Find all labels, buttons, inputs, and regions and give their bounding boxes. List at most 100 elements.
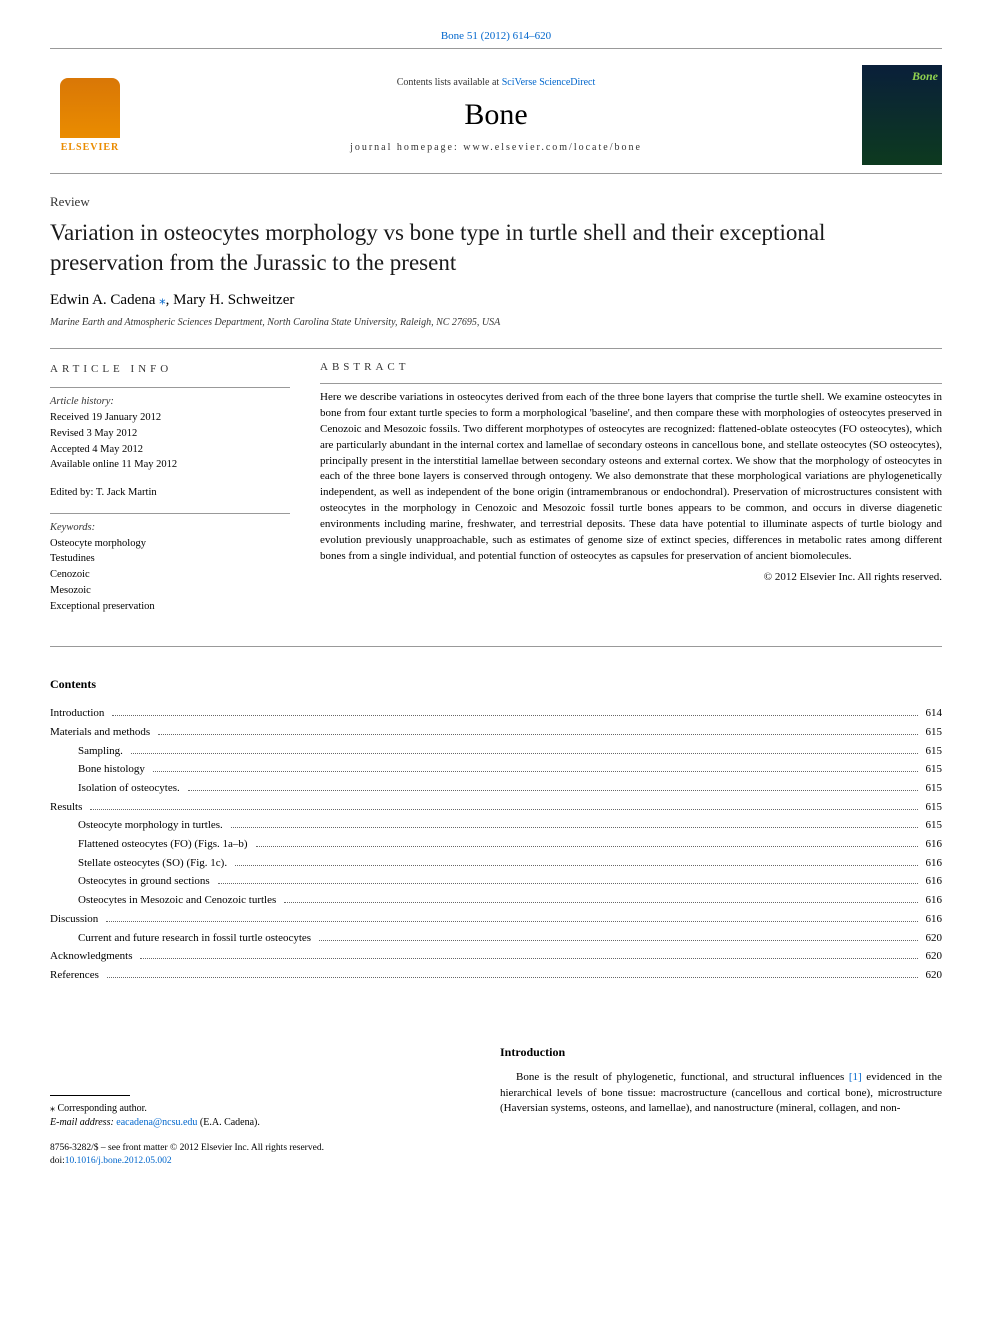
contents-heading: Contents — [50, 677, 942, 692]
online-date: Available online 11 May 2012 — [50, 457, 290, 473]
toc-row[interactable]: Osteocyte morphology in turtles. 615 — [50, 816, 942, 835]
toc-page: 620 — [922, 929, 943, 948]
toc-label: Osteocyte morphology in turtles. — [78, 816, 227, 835]
contents-prefix: Contents lists available at — [397, 77, 502, 88]
toc-label: Osteocytes in Mesozoic and Cenozoic turt… — [78, 891, 280, 910]
email-suffix: (E.A. Cadena). — [197, 1117, 259, 1128]
toc-page: 616 — [922, 872, 943, 891]
journal-cover-thumb[interactable]: Bone — [862, 65, 942, 165]
abstract-copyright: © 2012 Elsevier Inc. All rights reserved… — [320, 571, 942, 583]
toc-dots — [112, 715, 917, 716]
toc-label: References — [50, 966, 103, 985]
toc-label: Osteocytes in ground sections — [78, 872, 214, 891]
toc-row[interactable]: Osteocytes in Mesozoic and Cenozoic turt… — [50, 891, 942, 910]
toc-row[interactable]: Bone histology615 — [50, 760, 942, 779]
toc-row[interactable]: Results615 — [50, 798, 942, 817]
toc-label: Discussion — [50, 910, 102, 929]
toc-page: 615 — [922, 779, 943, 798]
journal-header: ELSEVIER Contents lists available at Sci… — [50, 57, 942, 174]
abstract-text: Here we describe variations in osteocyte… — [320, 390, 942, 565]
toc-page: 616 — [922, 854, 943, 873]
toc-page: 616 — [922, 910, 943, 929]
intro-column: Introduction Bone is the result of phylo… — [500, 1045, 942, 1169]
toc-page: 615 — [922, 798, 943, 817]
article-history: Article history: Received 19 January 201… — [50, 394, 290, 473]
revised-date: Revised 3 May 2012 — [50, 426, 290, 442]
toc-row[interactable]: Stellate osteocytes (SO) (Fig. 1c). 616 — [50, 854, 942, 873]
intro-ref-1[interactable]: [1] — [849, 1071, 862, 1083]
toc-row[interactable]: Materials and methods615 — [50, 723, 942, 742]
abstract-col: ABSTRACT Here we describe variations in … — [320, 361, 942, 627]
toc-row[interactable]: Discussion 616 — [50, 910, 942, 929]
article-type: Review — [50, 194, 942, 210]
intro-paragraph: Bone is the result of phylogenetic, func… — [500, 1070, 942, 1118]
toc-dots — [319, 940, 917, 941]
toc-label: Stellate osteocytes (SO) (Fig. 1c). — [78, 854, 231, 873]
table-of-contents: Introduction614Materials and methods615S… — [50, 704, 942, 984]
elsevier-tree-icon — [60, 78, 120, 138]
toc-page: 615 — [922, 760, 943, 779]
toc-page: 616 — [922, 835, 943, 854]
keywords-block: Keywords: Osteocyte morphology Testudine… — [50, 520, 290, 615]
toc-dots — [256, 846, 918, 847]
keyword-5: Exceptional preservation — [50, 599, 290, 615]
toc-label: Current and future research in fossil tu… — [78, 929, 315, 948]
toc-label: Sampling. — [78, 742, 127, 761]
page-root: Bone 51 (2012) 614–620 ELSEVIER Contents… — [0, 0, 992, 1198]
journal-name: Bone — [130, 98, 862, 132]
article-info-col: ARTICLE INFO Article history: Received 1… — [50, 361, 290, 627]
toc-row[interactable]: Acknowledgments620 — [50, 947, 942, 966]
received-date: Received 19 January 2012 — [50, 410, 290, 426]
toc-page: 615 — [922, 742, 943, 761]
toc-dots — [284, 902, 917, 903]
article-info-heading: ARTICLE INFO — [50, 361, 290, 378]
toc-page: 615 — [922, 816, 943, 835]
toc-row[interactable]: Introduction614 — [50, 704, 942, 723]
keywords-label: Keywords: — [50, 520, 290, 536]
sciencedirect-link[interactable]: SciVerse ScienceDirect — [502, 77, 596, 88]
toc-dots — [235, 865, 917, 866]
keyword-4: Mesozoic — [50, 583, 290, 599]
keyword-1: Osteocyte morphology — [50, 536, 290, 552]
elsevier-logo[interactable]: ELSEVIER — [50, 70, 130, 160]
toc-row[interactable]: Current and future research in fossil tu… — [50, 929, 942, 948]
toc-label: Isolation of osteocytes. — [78, 779, 184, 798]
toc-dots — [231, 827, 918, 828]
divider-2 — [50, 646, 942, 647]
toc-row[interactable]: Flattened osteocytes (FO) (Figs. 1a–b)61… — [50, 835, 942, 854]
doi-line: doi:10.1016/j.bone.2012.05.002 — [50, 1155, 470, 1168]
footnote-column: ⁎ Corresponding author. E-mail address: … — [50, 1045, 470, 1169]
keyword-2: Testudines — [50, 551, 290, 567]
toc-row[interactable]: Sampling. 615 — [50, 742, 942, 761]
journal-homepage[interactable]: journal homepage: www.elsevier.com/locat… — [130, 142, 862, 153]
toc-page: 620 — [922, 947, 943, 966]
toc-dots — [153, 771, 918, 772]
doi-label: doi: — [50, 1156, 65, 1166]
info-abstract-row: ARTICLE INFO Article history: Received 1… — [50, 361, 942, 627]
keyword-3: Cenozoic — [50, 567, 290, 583]
toc-page: 616 — [922, 891, 943, 910]
affiliation: Marine Earth and Atmospheric Sciences De… — [50, 317, 942, 328]
author-1[interactable]: Edwin A. Cadena — [50, 292, 159, 308]
citation-text[interactable]: Bone 51 (2012) 614–620 — [441, 30, 551, 42]
corresponding-author: ⁎ Corresponding author. — [50, 1102, 470, 1116]
email-link[interactable]: eacadena@ncsu.edu — [116, 1117, 197, 1128]
toc-page: 614 — [922, 704, 943, 723]
author-2[interactable]: , Mary H. Schweitzer — [166, 292, 295, 308]
issn-line: 8756-3282/$ – see front matter © 2012 El… — [50, 1142, 470, 1155]
toc-dots — [131, 753, 918, 754]
footnote-rule — [50, 1095, 130, 1096]
doi-link[interactable]: 10.1016/j.bone.2012.05.002 — [65, 1156, 172, 1166]
toc-row[interactable]: Osteocytes in ground sections 616 — [50, 872, 942, 891]
editor: Edited by: T. Jack Martin — [50, 485, 290, 501]
toc-row[interactable]: Isolation of osteocytes. 615 — [50, 779, 942, 798]
toc-dots — [188, 790, 918, 791]
toc-row[interactable]: References620 — [50, 966, 942, 985]
toc-page: 615 — [922, 723, 943, 742]
citation-bar: Bone 51 (2012) 614–620 — [50, 30, 942, 49]
toc-dots — [140, 958, 917, 959]
toc-dots — [218, 883, 918, 884]
intro-heading: Introduction — [500, 1045, 942, 1060]
contents-available: Contents lists available at SciVerse Sci… — [130, 77, 862, 88]
toc-dots — [158, 734, 917, 735]
